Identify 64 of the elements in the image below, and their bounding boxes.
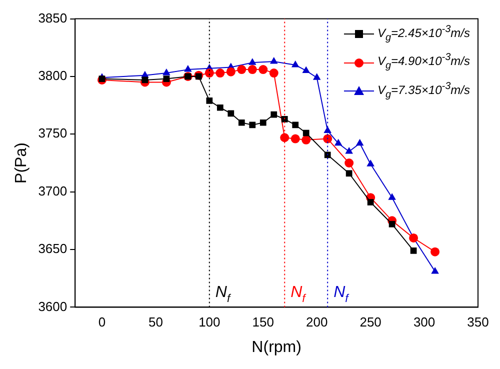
- y-axis-title: P(Pa): [13, 142, 30, 184]
- point: [344, 158, 354, 168]
- point: [334, 138, 342, 146]
- point: [216, 68, 225, 78]
- point: [216, 104, 224, 111]
- point: [162, 68, 170, 76]
- point: [410, 247, 417, 254]
- point: [270, 111, 278, 118]
- point: [388, 193, 396, 200]
- y-tick-label: 3850: [38, 10, 68, 26]
- point: [237, 65, 246, 74]
- y-tick-label: 3800: [38, 68, 68, 84]
- legend-label: V$_{g}$=4.90×10$^{-3}$m/s: [377, 51, 470, 74]
- point: [184, 65, 192, 72]
- point: [269, 68, 278, 78]
- point: [228, 110, 234, 117]
- point: [302, 130, 310, 136]
- point: [324, 126, 332, 133]
- x-axis-title: N(rpm): [252, 338, 302, 356]
- point: [204, 68, 214, 78]
- point: [346, 170, 352, 177]
- point: [248, 58, 256, 65]
- x-tick-label: 150: [252, 314, 274, 330]
- x-tick-label: 0: [98, 314, 106, 330]
- point: [163, 76, 170, 82]
- point: [238, 119, 245, 126]
- legend-label: V$_{g}$=2.45×10$^{-3}$m/s: [377, 23, 470, 46]
- legend-label: V$_{g}$=7.35×10$^{-3}$m/s: [377, 80, 470, 102]
- point: [258, 65, 268, 74]
- x-tick-label: 300: [413, 314, 436, 330]
- point: [302, 66, 310, 73]
- x-tick-label: 50: [148, 314, 163, 330]
- point: [292, 122, 299, 128]
- point: [430, 247, 440, 256]
- point: [248, 65, 257, 74]
- point: [367, 199, 374, 206]
- point: [312, 73, 321, 80]
- y-tick-label: 3700: [38, 183, 68, 198]
- point: [206, 98, 213, 104]
- point: [323, 134, 332, 144]
- x-tick-label: 250: [360, 314, 382, 330]
- point: [249, 122, 256, 128]
- x-tick-label: 100: [198, 314, 220, 330]
- point: [260, 119, 266, 126]
- point: [291, 60, 300, 68]
- point: [98, 76, 106, 82]
- point: [431, 266, 439, 274]
- point: [226, 67, 236, 76]
- x-tick-label: 200: [306, 314, 328, 330]
- point: [388, 220, 396, 228]
- point: [356, 138, 364, 146]
- point: [366, 160, 374, 166]
- y-tick-label: 3650: [38, 241, 68, 256]
- point: [270, 56, 278, 64]
- point: [345, 146, 353, 154]
- point: [324, 152, 331, 158]
- x-tick-label: 350: [467, 314, 489, 330]
- point: [290, 134, 300, 144]
- point: [280, 133, 290, 142]
- y-tick-label: 3600: [38, 298, 68, 314]
- point: [281, 116, 288, 122]
- point: [302, 135, 311, 144]
- point: [195, 73, 202, 80]
- y-tick-label: 3750: [38, 126, 68, 141]
